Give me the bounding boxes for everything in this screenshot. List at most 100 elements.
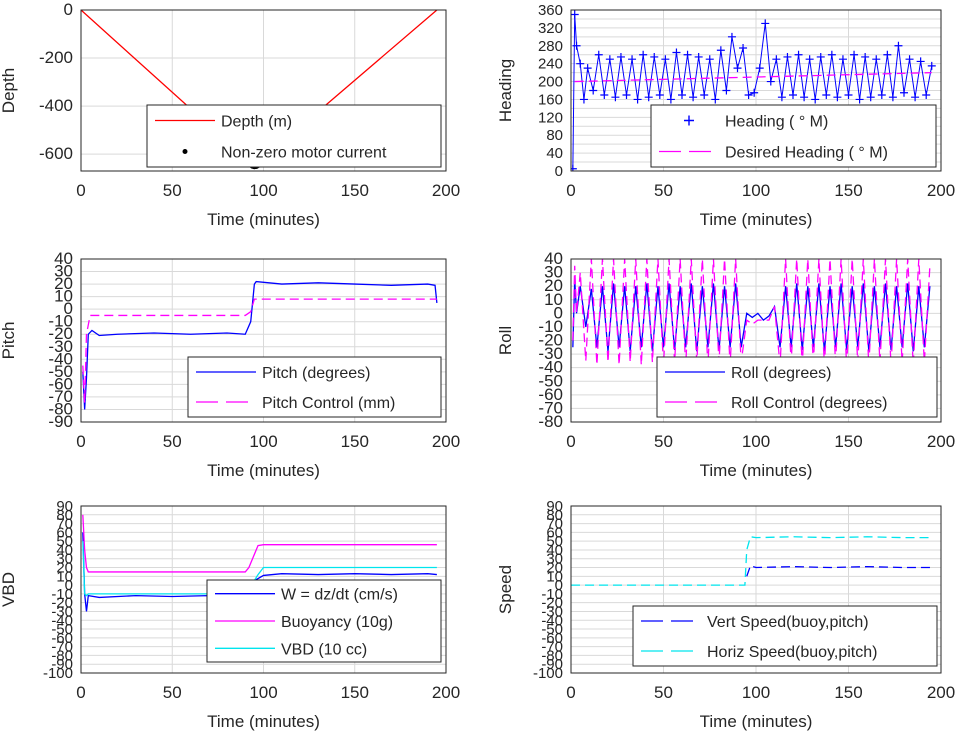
y-tick-label: -50 [48, 362, 73, 381]
data-point [922, 90, 931, 99]
y-tick-label: -70 [538, 398, 563, 417]
axes-frame [80, 258, 447, 423]
x-tick-label: 200 [432, 181, 460, 200]
legend-label: Horiz Speed(buoy,pitch) [707, 644, 877, 661]
y-tick-label: 0 [554, 303, 563, 322]
series-group [571, 536, 932, 586]
y-tick-label: -50 [51, 621, 73, 638]
y-tick-label: -600 [39, 144, 73, 163]
x-axis-label: Time (minutes) [207, 210, 320, 229]
data-point [722, 86, 731, 95]
legend-label: Desired Heading ( ° M) [725, 145, 888, 162]
y-tick-label: -80 [51, 647, 73, 664]
y-tick-label: 90 [56, 498, 73, 515]
x-tick-label: 200 [432, 432, 460, 451]
legend-box [146, 104, 442, 168]
y-tick-label: -90 [51, 656, 73, 673]
y-tick-label: 90 [546, 498, 563, 515]
data-point [794, 50, 803, 59]
x-axis-label: Time (minutes) [700, 210, 813, 229]
x-tick-label: 100 [742, 181, 770, 200]
series-line [574, 71, 932, 83]
legend-label: Heading ( ° M) [725, 114, 828, 131]
data-point [755, 64, 764, 73]
y-tick-label: 0 [64, 299, 73, 318]
data-point [844, 90, 853, 99]
x-axis-label: Time (minutes) [700, 461, 813, 480]
y-tick-label: -30 [48, 337, 73, 356]
data-point [672, 48, 681, 57]
y-tick-label: -100 [43, 665, 73, 682]
y-tick-label: -40 [541, 612, 563, 629]
x-tick-label: 50 [654, 181, 673, 200]
data-point [644, 93, 653, 102]
y-tick-label: 0 [64, 0, 73, 19]
data-point [678, 90, 686, 99]
legend-box [650, 104, 937, 168]
y-tick-label: -30 [541, 603, 563, 620]
x-tick-label: 0 [76, 432, 85, 451]
data-point [576, 59, 585, 68]
x-tick-label: 50 [654, 432, 673, 451]
x-axis-label: Time (minutes) [207, 712, 320, 731]
data-point [705, 55, 714, 64]
chart-6: 0 50 100 150 2009080706050403020100-10-20-30… [496, 498, 955, 731]
data-point [700, 90, 709, 99]
x-tick-label: 0 [76, 181, 85, 200]
data-point [633, 95, 642, 104]
data-point [822, 90, 831, 99]
data-point [877, 90, 886, 99]
x-tick-label: 150 [341, 432, 369, 451]
y-tick-label: -20 [538, 331, 563, 350]
legend-label: Non-zero motor current [221, 145, 387, 162]
legend: Vert Speed(buoy,pitch) Horiz Speed(buoy,p… [632, 605, 938, 667]
y-tick-label: 0 [65, 577, 73, 594]
y-tick-label: -80 [541, 647, 563, 664]
data-point [694, 52, 703, 61]
y-tick-label: 10 [54, 287, 73, 306]
y-tick-label: 70 [546, 516, 563, 533]
y-tick-label: 280 [538, 38, 563, 55]
y-tick-label: -60 [538, 385, 563, 404]
y-tick-label: 360 [538, 2, 563, 19]
series-line [572, 279, 931, 352]
data-point [733, 64, 742, 73]
y-tick-label: -80 [538, 412, 563, 431]
data-point [616, 52, 625, 61]
y-tick-label: 30 [54, 262, 73, 281]
y-tick-label: -90 [48, 412, 73, 431]
y-tick-label: -20 [48, 324, 73, 343]
data-point [905, 55, 914, 64]
y-tick-label: 40 [54, 249, 73, 268]
data-point [727, 32, 736, 41]
y-tick-label: 320 [538, 20, 563, 37]
series-line [572, 14, 933, 169]
y-tick-label: 60 [56, 524, 73, 541]
y-tick-label: -10 [541, 586, 563, 603]
axes-frame [570, 258, 942, 423]
data-point [594, 50, 603, 59]
data-point [916, 57, 925, 66]
data-point [777, 93, 786, 102]
x-tick-label: 100 [742, 432, 770, 451]
y-tick-label: -50 [538, 371, 563, 390]
y-tick-label: 0 [555, 163, 563, 180]
data-point [571, 10, 579, 19]
y-axis-label: VBD [0, 572, 18, 607]
data-point [789, 90, 797, 99]
data-point [766, 77, 775, 86]
legend-label: Pitch (degrees) [262, 365, 371, 382]
series-line [82, 298, 437, 404]
y-tick-label: -20 [51, 595, 73, 612]
y-tick-label: 20 [544, 276, 563, 295]
x-tick-label: 200 [432, 683, 460, 702]
data-point [816, 52, 825, 61]
y-axis-label: Pitch [0, 322, 18, 360]
x-tick-label: 0 [566, 683, 575, 702]
y-tick-label: 80 [546, 507, 563, 524]
y-tick-label: -50 [541, 621, 563, 638]
data-point [811, 95, 820, 104]
axes-frame [570, 9, 942, 172]
data-point [571, 164, 577, 171]
